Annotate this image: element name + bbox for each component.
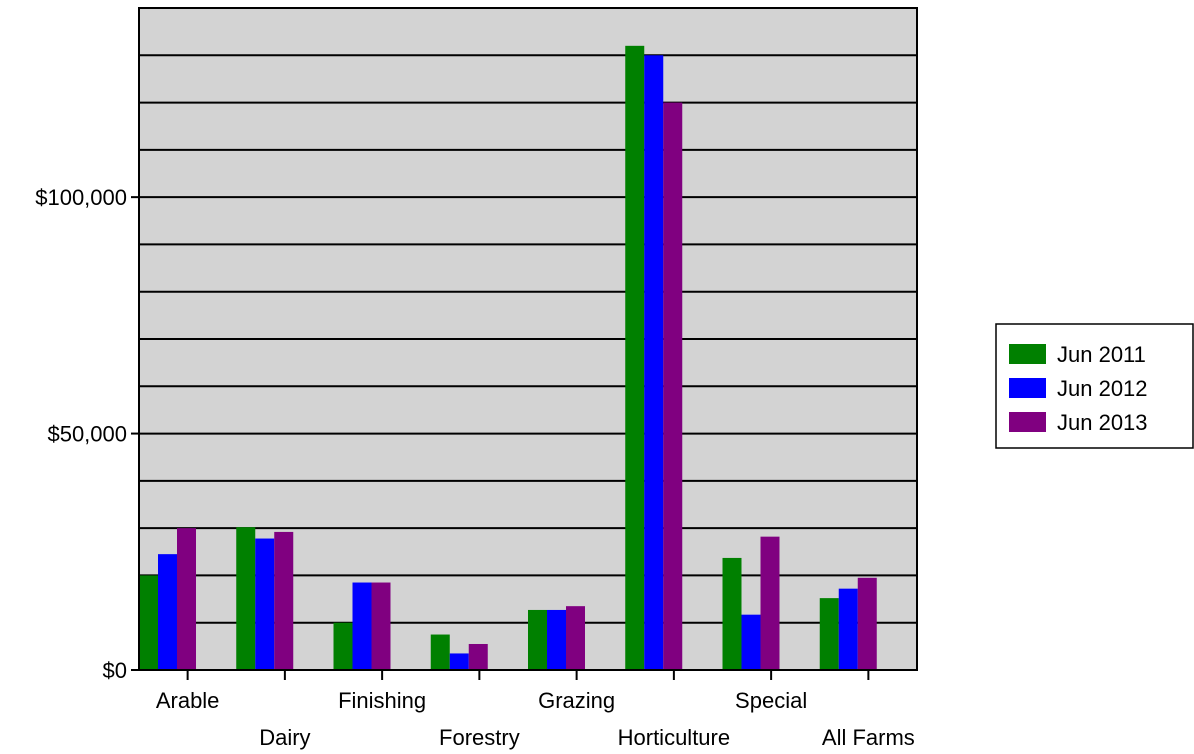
bar-jun-2012-finishing (352, 582, 372, 670)
y-tick-label: $0 (103, 658, 127, 683)
bar-jun-2012-dairy (255, 538, 275, 670)
bars (139, 45, 877, 671)
legend-swatch (1009, 378, 1046, 398)
x-tick-label: Dairy (259, 725, 310, 750)
legend-label: Jun 2013 (1057, 410, 1148, 435)
bar-jun-2011-forestry (430, 634, 450, 670)
bar-jun-2012-special (741, 614, 761, 670)
bar-jun-2011-finishing (333, 622, 353, 670)
bar-jun-2013-arable (177, 528, 196, 670)
bar-jun-2012-grazing (547, 609, 566, 670)
bar-jun-2013-special (760, 536, 780, 670)
legend-label: Jun 2012 (1057, 376, 1148, 401)
bar-jun-2013-forestry (468, 643, 488, 670)
x-tick-label: All Farms (822, 725, 915, 750)
bar-jun-2013-horticulture (663, 102, 683, 671)
bar-jun-2011-grazing (528, 609, 547, 670)
x-tick-label: Special (735, 688, 807, 713)
bar-jun-2012-arable (158, 554, 177, 670)
y-tick-label: $50,000 (47, 422, 127, 447)
bar-jun-2013-dairy (274, 531, 294, 670)
legend-label: Jun 2011 (1057, 342, 1146, 367)
legend-swatch (1009, 344, 1046, 364)
x-tick-label: Forestry (439, 725, 520, 750)
plot-border (138, 7, 918, 671)
axes (131, 7, 918, 680)
bar-jun-2011-special (722, 557, 742, 670)
bar-jun-2013-all-farms (857, 577, 877, 670)
tick-labels: $0 $50,000 $100,000 Arable Dairy Finishing For… (35, 185, 915, 750)
bar-jun-2011-arable (139, 575, 158, 670)
bar-jun-2012-forestry (449, 653, 469, 670)
bar-jun-2011-all-farms (819, 598, 839, 670)
bar-jun-2013-finishing (371, 582, 391, 670)
x-tick-label: Finishing (338, 688, 426, 713)
legend: Jun 2011 Jun 2012 Jun 2013 (995, 323, 1194, 449)
legend-swatch (1009, 412, 1046, 432)
bar-jun-2011-dairy (236, 527, 256, 670)
bar-jun-2011-horticulture (625, 45, 645, 671)
bar-jun-2012-all-farms (838, 588, 858, 670)
bar-jun-2012-horticulture (644, 55, 664, 671)
bar-jun-2013-grazing (566, 606, 585, 670)
x-tick-label: Horticulture (618, 725, 730, 750)
y-tick-label: $100,000 (35, 185, 127, 210)
x-tick-label: Grazing (538, 688, 615, 713)
x-tick-label: Arable (156, 688, 220, 713)
